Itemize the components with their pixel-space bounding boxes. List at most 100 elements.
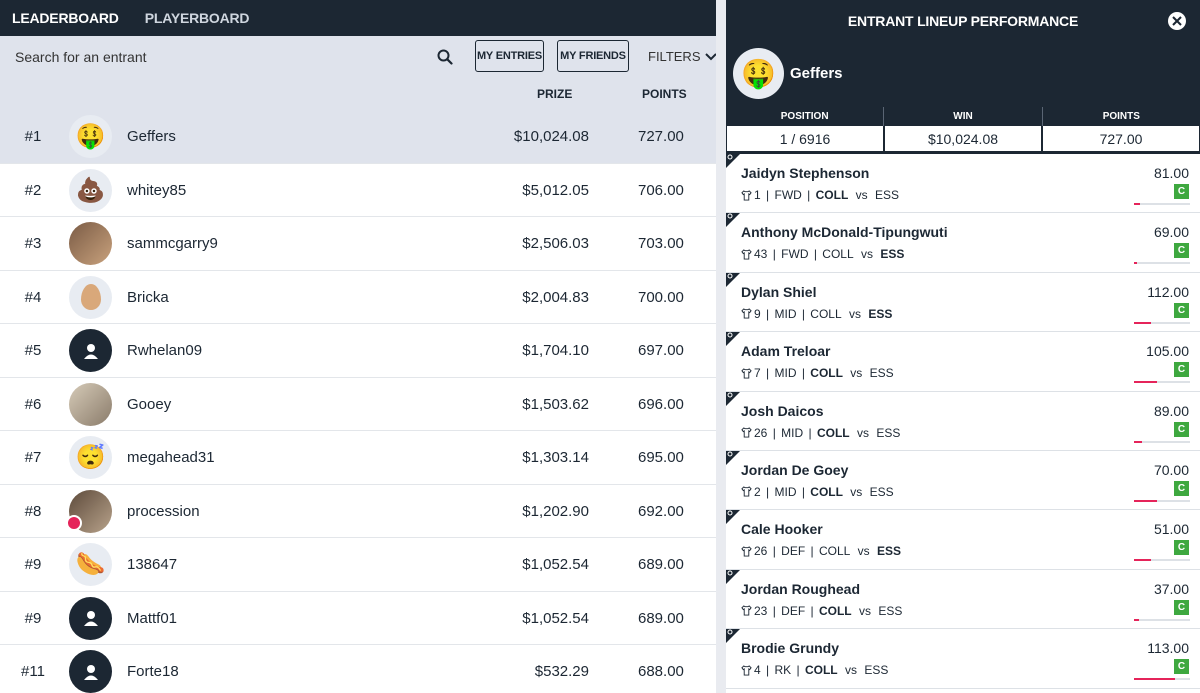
captain-badge: C: [1174, 480, 1189, 496]
separator: |: [807, 544, 817, 559]
swap-icon: [727, 629, 733, 635]
swap-icon: [727, 510, 733, 516]
progress-bar: [1134, 381, 1190, 384]
player-row[interactable]: Brodie Grundy 4 | RK | COLL vs ESS 113.00 C: [726, 629, 1200, 689]
progress-fill: [1134, 678, 1175, 681]
tab-playerboard[interactable]: PLAYERBOARD: [144, 10, 250, 26]
leaderboard-row[interactable]: #7 😴 megahead31 $1,303.14 695.00: [0, 431, 716, 485]
player-row[interactable]: Josh Daicos 26 | MID | COLL vs ESS 89.00 C: [726, 391, 1200, 451]
player-row[interactable]: Anthony McDonald-Tipungwuti 43 | FWD | CO…: [726, 213, 1200, 273]
leaderboard-row[interactable]: #11 Forte18 $532.29 688.00: [0, 645, 716, 693]
jersey-icon: [741, 486, 752, 497]
separator: |: [803, 188, 814, 202]
leaderboard-row[interactable]: #8 procession $1,202.90 692.00: [0, 485, 716, 538]
leaderboard-row[interactable]: #2 💩 whitey85 $5,012.05 706.00: [0, 164, 716, 217]
swap-icon: [727, 570, 733, 576]
stat-label-win: WIN: [884, 107, 1043, 126]
player-row[interactable]: Cale Hooker 26 | DEF | COLL vs ESS 51.00 C: [726, 510, 1200, 570]
captain-badge: C: [1174, 243, 1189, 259]
player-name: Jordan Roughead: [741, 580, 861, 597]
player-position: MID: [774, 306, 797, 321]
jersey-icon: [741, 605, 752, 616]
jersey-icon: [741, 427, 752, 438]
filters-dropdown[interactable]: FILTERS: [648, 49, 716, 64]
friend-badge-icon: [66, 514, 82, 531]
filters-label: FILTERS: [648, 49, 701, 64]
tab-leaderboard[interactable]: LEADERBOARD: [12, 10, 119, 26]
leaderboard-row[interactable]: #4 Bricka $2,004.83 700.00: [0, 271, 716, 324]
my-entries-button[interactable]: MY ENTRIES: [475, 40, 544, 72]
player-row[interactable]: Adam Treloar 7 | MID | COLL vs ESS 105.00 C: [726, 332, 1200, 392]
prize-value: $2,506.03: [522, 235, 589, 252]
leaderboard-row[interactable]: #9 🌭 138647 $1,052.54 689.00: [0, 538, 716, 592]
vs-label: vs: [860, 247, 873, 262]
leaderboard-row[interactable]: #3 sammcgarry9 $2,506.03 703.00: [0, 217, 716, 271]
stat-value-position: 1 / 6916: [726, 126, 884, 152]
player-position: FWD: [774, 188, 802, 202]
my-friends-button[interactable]: MY FRIENDS: [557, 40, 629, 72]
close-button[interactable]: [1168, 12, 1186, 30]
panel-header: ENTRANT LINEUP PERFORMANCE: [726, 0, 1200, 43]
leaderboard-row[interactable]: #5 Rwhelan09 $1,704.10 697.00: [0, 324, 716, 378]
points-value: 689.00: [638, 609, 684, 627]
player-corner-marker: [726, 332, 740, 347]
entrant-name: Rwhelan09: [127, 342, 203, 359]
player-points: 70.00: [1153, 461, 1189, 478]
progress-fill: [1134, 499, 1157, 502]
points-value: 703.00: [638, 235, 684, 252]
away-team: ESS: [868, 306, 893, 321]
leaderboard-row[interactable]: #1 🤑 Geffers $10,024.08 727.00: [0, 110, 716, 164]
prize-value: $1,704.10: [522, 342, 589, 359]
rank: #1: [24, 128, 42, 145]
player-row[interactable]: Dylan Shiel 9 | MID | COLL vs ESS 112.00 C: [726, 272, 1200, 333]
search-input[interactable]: Search for an entrant: [15, 49, 147, 65]
player-info: 26 | MID | COLL vs ESS: [741, 426, 900, 440]
player-row[interactable]: Jordan De Goey 2 | MID | COLL vs ESS 70.00…: [726, 450, 1200, 511]
prize-value: $10,024.08: [513, 128, 589, 145]
away-team: ESS: [876, 425, 901, 440]
leaderboard-row[interactable]: #9 Mattf01 $1,052.54 689.00: [0, 592, 716, 645]
stats-header: POSITION WIN POINTS: [726, 107, 1200, 126]
vs-label: vs: [857, 544, 870, 559]
player-corner-marker: [726, 510, 740, 525]
prize-value: $1,303.14: [522, 449, 589, 466]
home-team: COLL: [822, 247, 854, 262]
vs-label: vs: [850, 366, 863, 381]
captain-badge: C: [1174, 362, 1189, 378]
column-headers: PRIZE POINTS: [0, 78, 716, 110]
player-position: MID: [774, 366, 797, 381]
player-corner-marker: [726, 154, 740, 168]
avatar: 😴: [69, 436, 112, 479]
player-row[interactable]: Jaidyn Stephenson 1 | FWD | COLL vs ESS 81…: [726, 154, 1200, 214]
progress-bar: [1134, 559, 1190, 562]
search-icon[interactable]: [437, 49, 453, 65]
player-position: DEF: [781, 544, 806, 559]
avatar: [69, 650, 112, 693]
entrant-name: Bricka: [127, 288, 169, 306]
vs-label: vs: [844, 663, 857, 678]
avatar: [69, 329, 112, 372]
player-points: 51.00: [1153, 521, 1189, 538]
player-corner-marker: [726, 213, 740, 228]
separator: |: [762, 188, 773, 202]
player-corner-marker: [726, 391, 740, 406]
player-row[interactable]: Jordan Roughead 23 | DEF | COLL vs ESS 37.…: [726, 569, 1200, 630]
progress-bar: [1134, 440, 1190, 443]
player-name: Cale Hooker: [741, 521, 823, 538]
player-position: DEF: [781, 603, 806, 618]
jersey-number: 26: [754, 544, 768, 559]
jersey-number: 43: [754, 247, 768, 262]
vs-label: vs: [858, 603, 871, 618]
separator: |: [798, 484, 809, 499]
captain-badge: C: [1174, 599, 1189, 615]
leaderboard-row[interactable]: #6 Gooey $1,503.62 696.00: [0, 378, 716, 431]
home-team: COLL: [818, 544, 851, 559]
progress-bar: [1134, 499, 1190, 502]
progress-fill: [1134, 203, 1141, 205]
separator: |: [769, 425, 780, 440]
rank: #4: [24, 288, 42, 306]
home-team: COLL: [810, 484, 843, 499]
swap-icon: [727, 451, 733, 457]
leaderboard-panel: LEADERBOARD PLAYERBOARD Search for an en…: [0, 0, 716, 693]
points-value: 689.00: [638, 556, 684, 573]
